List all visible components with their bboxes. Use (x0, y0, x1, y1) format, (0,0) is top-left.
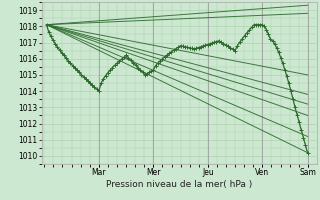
X-axis label: Pression niveau de la mer( hPa ): Pression niveau de la mer( hPa ) (106, 180, 252, 189)
